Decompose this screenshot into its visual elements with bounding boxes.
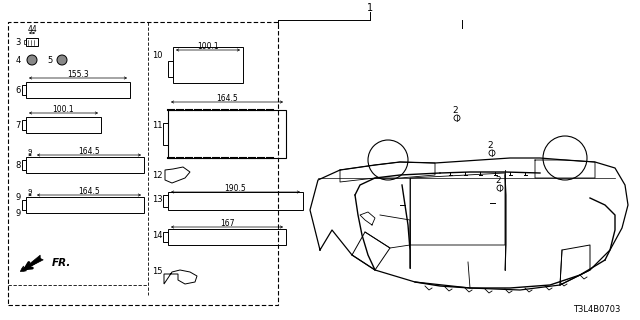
Bar [8, 22, 278, 305]
Text: 5: 5 [47, 55, 52, 65]
Text: 14: 14 [152, 230, 163, 239]
Text: 13: 13 [152, 196, 163, 204]
Bar [163, 232, 168, 242]
Text: T3L4B0703: T3L4B0703 [573, 306, 620, 315]
Text: 190.5: 190.5 [225, 183, 246, 193]
Bar [22, 160, 26, 170]
Bar [26, 197, 144, 213]
Bar [22, 200, 26, 210]
Text: 7: 7 [15, 121, 20, 130]
Text: 100.1: 100.1 [52, 105, 74, 114]
Text: 9: 9 [28, 188, 32, 195]
Bar [173, 47, 243, 83]
Text: 8: 8 [15, 161, 20, 170]
Text: 2: 2 [452, 106, 458, 115]
Bar [22, 85, 26, 95]
Text: 2: 2 [495, 175, 501, 185]
Bar [26, 38, 38, 46]
Bar [24, 40, 26, 44]
Text: 2: 2 [487, 140, 493, 149]
Text: 167: 167 [220, 219, 234, 228]
Text: 155.3: 155.3 [67, 69, 89, 78]
Circle shape [57, 55, 67, 65]
Bar [163, 123, 168, 145]
Text: 10: 10 [152, 51, 163, 60]
Text: 11: 11 [152, 121, 163, 130]
Text: 1: 1 [367, 3, 373, 13]
Bar [22, 120, 26, 130]
Bar [26, 117, 101, 133]
Text: 9: 9 [15, 193, 20, 202]
Bar [168, 192, 303, 210]
Bar [168, 110, 286, 158]
Text: 12: 12 [152, 171, 163, 180]
Text: 164.5: 164.5 [78, 187, 100, 196]
Bar [26, 82, 130, 98]
Text: 15: 15 [152, 268, 163, 276]
Text: 4: 4 [15, 55, 20, 65]
Bar [163, 195, 168, 207]
Text: 44: 44 [27, 25, 37, 34]
Text: 6: 6 [15, 85, 20, 94]
Circle shape [27, 55, 37, 65]
Text: 164.5: 164.5 [78, 147, 100, 156]
Text: 100.1: 100.1 [197, 42, 219, 51]
Bar [26, 157, 144, 173]
Text: 9: 9 [28, 148, 32, 155]
Text: 3: 3 [15, 37, 20, 46]
Bar [168, 229, 286, 245]
Text: FR.: FR. [52, 258, 72, 268]
Text: 9: 9 [15, 209, 20, 218]
Bar [168, 61, 173, 77]
Text: 164.5: 164.5 [216, 93, 238, 102]
